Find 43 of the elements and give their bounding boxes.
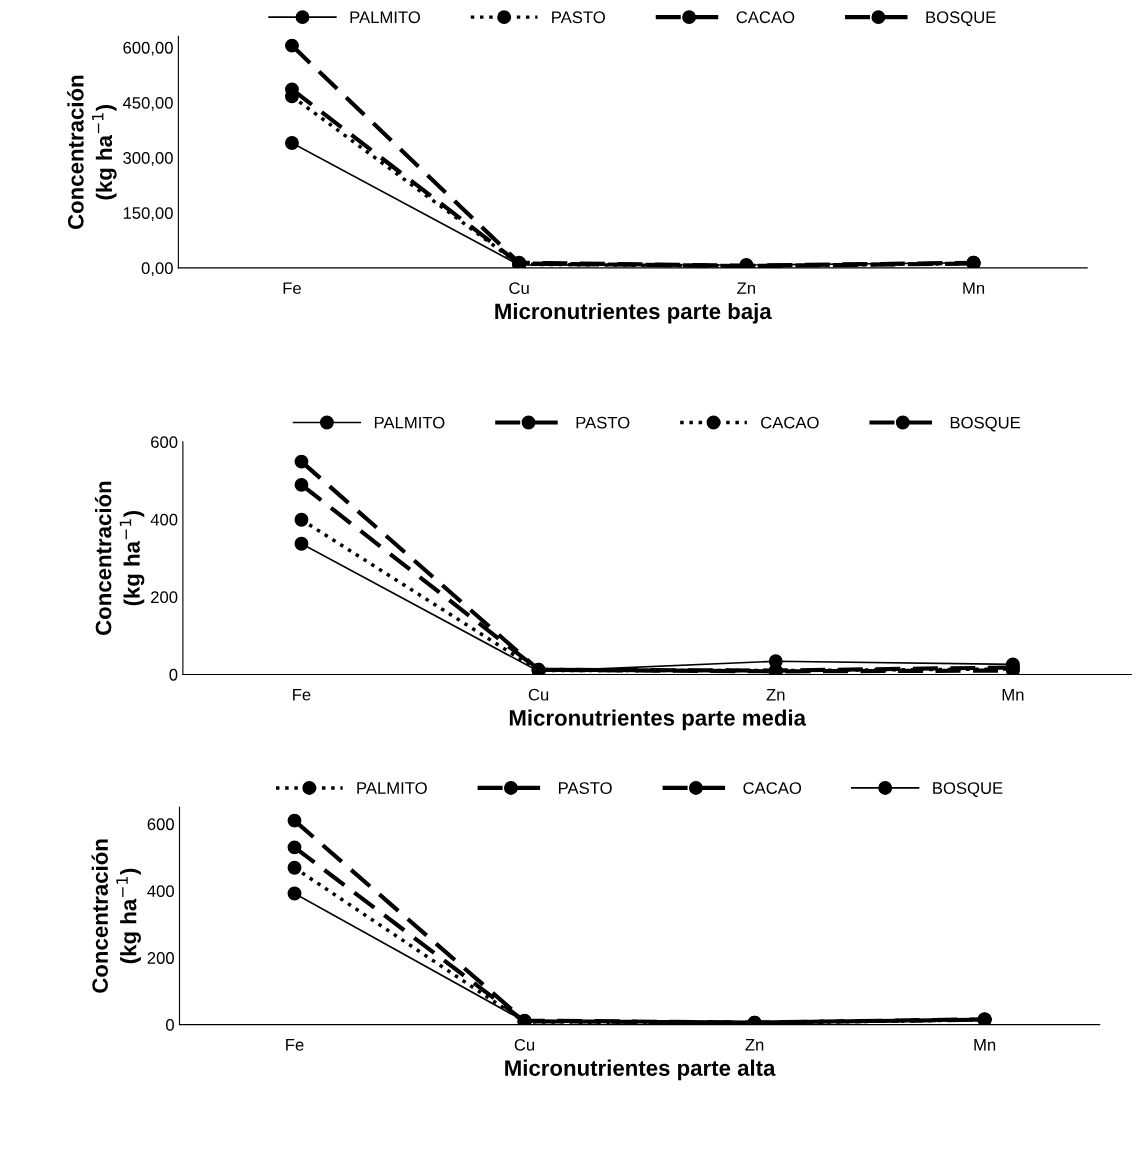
x-tick-label: Fe xyxy=(283,282,301,295)
legend-label: PALMITO xyxy=(374,416,445,429)
legend-label: BOSQUE xyxy=(950,416,1021,432)
legend-label: CACAO xyxy=(761,416,819,429)
y-tick-label: 400 xyxy=(150,513,178,526)
x-tick-label: Zn xyxy=(745,1039,764,1051)
legend-label: PASTO xyxy=(576,416,630,429)
legend-label: CACAO xyxy=(743,782,802,794)
y-tick-label: 0 xyxy=(169,668,178,681)
x-axis-title: Micronutrientes parte media xyxy=(509,709,807,731)
x-tick-label: Fe xyxy=(293,688,311,701)
x-tick-label: Mn xyxy=(974,1039,996,1051)
legend-label: BOSQUE xyxy=(933,782,1003,797)
y-tick-label: 600 xyxy=(147,818,174,831)
y-tick-label: 600 xyxy=(151,436,178,448)
y-tick-label: 450,00 xyxy=(122,96,173,111)
y-tick-label: 150,00 xyxy=(123,207,173,221)
x-tick-label: Cu xyxy=(509,282,529,295)
y-tick-label: 0,00 xyxy=(141,262,173,277)
legend-label: CACAO xyxy=(736,11,795,24)
x-tick-label: Fe xyxy=(286,1039,304,1051)
x-tick-label: Mn xyxy=(1002,688,1024,701)
x-tick-label: Zn xyxy=(766,688,785,701)
legend-label: PASTO xyxy=(558,782,612,794)
y-tick-label: 200 xyxy=(147,952,174,964)
legend-label: PASTO xyxy=(552,11,605,24)
y-axis-title: Concentración (kg ha$^{−1}$) xyxy=(91,839,141,993)
y-axis-title: Concentración (kg ha$^{−1}$) xyxy=(94,481,145,635)
x-axis-title: Micronutrientes parte baja xyxy=(495,302,772,324)
legend-label: PALMITO xyxy=(350,11,420,24)
y-tick-label: 0 xyxy=(166,1019,174,1031)
x-axis-title: Micronutrientes parte alta xyxy=(505,1059,776,1081)
legend-label: BOSQUE xyxy=(926,11,996,27)
y-tick-label: 200 xyxy=(151,591,178,604)
x-tick-label: Zn xyxy=(737,282,755,294)
x-tick-label: Cu xyxy=(528,688,549,701)
x-tick-label: Cu xyxy=(514,1038,535,1051)
x-tick-label: Mn xyxy=(963,282,985,294)
legend-label: PALMITO xyxy=(357,782,427,794)
y-axis-title: Concentración (kg ha$^{−1}$) xyxy=(67,75,117,230)
y-tick-label: 400 xyxy=(147,885,174,898)
y-tick-label: 300,00 xyxy=(123,152,173,166)
y-tick-label: 600,00 xyxy=(123,41,173,56)
